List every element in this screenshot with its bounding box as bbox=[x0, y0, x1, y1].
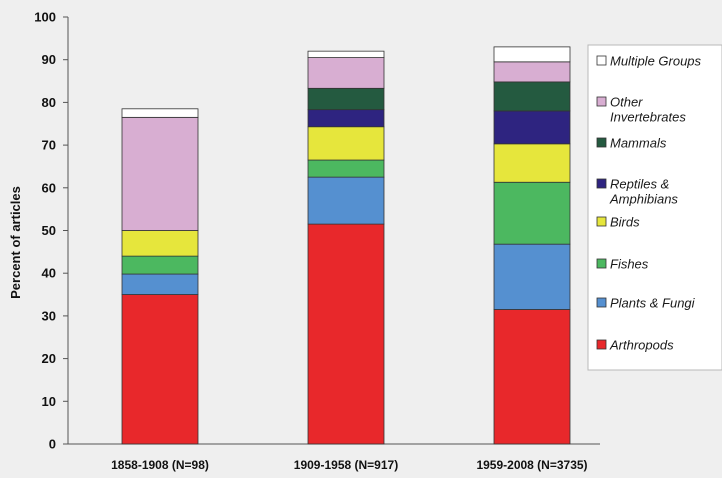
bar-segment-other-invertebrates bbox=[493, 61, 571, 83]
y-tick-label: 20 bbox=[42, 351, 56, 366]
legend-item-mammals: Mammals bbox=[596, 136, 667, 151]
bars bbox=[121, 46, 571, 445]
bar-segment-fishes bbox=[493, 181, 571, 245]
y-tick-label: 10 bbox=[42, 394, 56, 409]
bar-segment-plants-fungi bbox=[121, 273, 199, 295]
legend-swatch bbox=[596, 55, 607, 66]
legend-swatch bbox=[596, 258, 607, 269]
y-tick-label: 60 bbox=[42, 180, 56, 195]
bar-segment-arthropods bbox=[493, 309, 571, 445]
legend-label: Mammals bbox=[610, 136, 667, 151]
legend-label: Multiple Groups bbox=[610, 54, 702, 69]
bar-segment-mammals bbox=[307, 87, 385, 111]
y-tick-label: 40 bbox=[42, 266, 56, 281]
legend-item-reptiles-amphibians: Reptiles &Amphibians bbox=[596, 177, 678, 207]
legend-item-plants-fungi: Plants & Fungi bbox=[596, 296, 696, 311]
legend-swatch bbox=[596, 96, 607, 107]
legend-swatch bbox=[596, 297, 607, 308]
y-axis-title: Percent of articles bbox=[8, 186, 23, 299]
bar-segment-other-invertebrates bbox=[307, 57, 385, 89]
legend-label: Invertebrates bbox=[610, 110, 686, 125]
y-tick-label: 100 bbox=[34, 10, 56, 25]
bar-segment-plants-fungi bbox=[307, 176, 385, 225]
x-category-label: 1909-1958 (N=917) bbox=[294, 458, 398, 472]
legend-swatch bbox=[596, 137, 607, 148]
bar-segment-arthropods bbox=[307, 223, 385, 445]
x-category-label: 1959-2008 (N=3735) bbox=[476, 458, 587, 472]
x-category-labels: 1858-1908 (N=98) 1909-1958 (N=917) 1959-20… bbox=[111, 458, 587, 472]
bar-segment-birds bbox=[307, 126, 385, 161]
bar-segment-multiple-groups bbox=[493, 46, 571, 63]
bar-segment-birds bbox=[121, 230, 199, 257]
y-tick-label: 30 bbox=[42, 308, 56, 323]
bar-segment-plants-fungi bbox=[493, 243, 571, 310]
bar-segment-birds bbox=[493, 143, 571, 183]
legend-label: Amphibians bbox=[609, 192, 678, 207]
bar-segment-reptiles-amphibians bbox=[493, 110, 571, 145]
x-category-label: 1858-1908 (N=98) bbox=[111, 458, 209, 472]
bar-stack bbox=[493, 46, 571, 445]
legend-label: Plants & Fungi bbox=[610, 296, 696, 311]
bar-segment-mammals bbox=[493, 81, 571, 112]
legend-item-birds: Birds bbox=[596, 215, 640, 230]
legend-swatch bbox=[596, 178, 607, 189]
legend-label: Reptiles & bbox=[610, 177, 669, 192]
legend-item-arthropods: Arthropods bbox=[596, 338, 674, 353]
legend-item-fishes: Fishes bbox=[596, 257, 649, 272]
legend-swatch bbox=[596, 339, 607, 350]
y-tick-label: 90 bbox=[42, 52, 56, 67]
legend-label: Fishes bbox=[610, 257, 649, 272]
bar-stack bbox=[121, 108, 199, 445]
bar-segment-other-invertebrates bbox=[121, 116, 199, 231]
legend-label: Arthropods bbox=[609, 338, 674, 353]
legend-swatch bbox=[596, 216, 607, 227]
y-tick-label: 80 bbox=[42, 95, 56, 110]
legend-label: Birds bbox=[610, 215, 640, 230]
y-tick-label: 0 bbox=[49, 437, 56, 452]
bar-segment-fishes bbox=[307, 159, 385, 178]
bar-segment-reptiles-amphibians bbox=[307, 109, 385, 128]
legend-box bbox=[587, 44, 722, 371]
legend-item-multiple-groups: Multiple Groups bbox=[596, 54, 702, 69]
y-tick-label: 70 bbox=[42, 138, 56, 153]
y-tick-label: 50 bbox=[42, 223, 56, 238]
bar-segment-multiple-groups bbox=[307, 50, 385, 58]
bar-stack bbox=[307, 50, 385, 445]
legend-label: Other bbox=[610, 95, 643, 110]
bar-segment-fishes bbox=[121, 255, 199, 275]
bar-segment-arthropods bbox=[121, 294, 199, 445]
bar-segment-multiple-groups bbox=[121, 108, 199, 118]
